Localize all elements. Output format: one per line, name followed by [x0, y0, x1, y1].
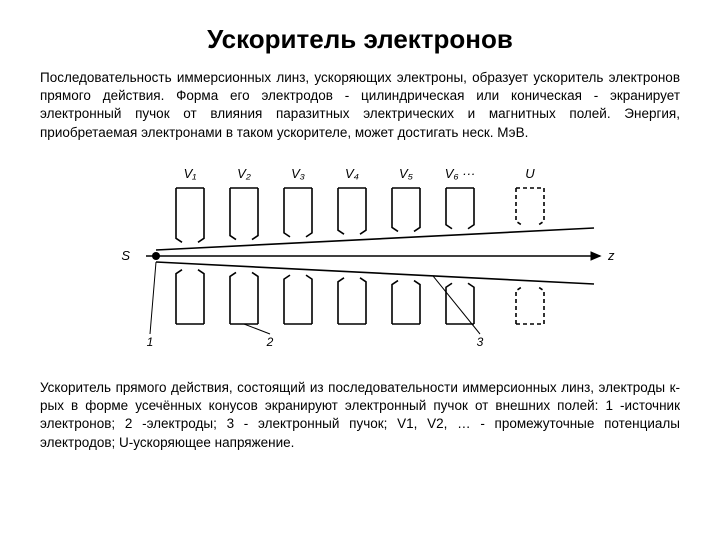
accelerator-diagram: Sz V₁ V₂ V₃ V₄ V₅ V₆ ··· U 1 2 3	[40, 156, 680, 361]
svg-text:V₁: V₁	[184, 166, 197, 181]
svg-text:V₂: V₂	[237, 166, 251, 181]
svg-text:V₃: V₃	[291, 166, 305, 181]
svg-text:S: S	[121, 248, 130, 263]
svg-text:V₅: V₅	[399, 166, 414, 181]
intro-paragraph: Последовательность иммерсионных линз, ус…	[40, 69, 680, 142]
svg-text:2: 2	[266, 335, 274, 349]
svg-text:z: z	[607, 248, 615, 263]
svg-text:1: 1	[147, 335, 154, 349]
svg-text:U: U	[525, 166, 535, 181]
svg-text:V₆ ···: V₆ ···	[445, 166, 476, 181]
svg-text:3: 3	[477, 335, 484, 349]
svg-text:V₄: V₄	[345, 166, 359, 181]
caption-paragraph: Ускоритель прямого действия, состоящий и…	[40, 379, 680, 452]
page-title: Ускоритель электронов	[40, 24, 680, 55]
